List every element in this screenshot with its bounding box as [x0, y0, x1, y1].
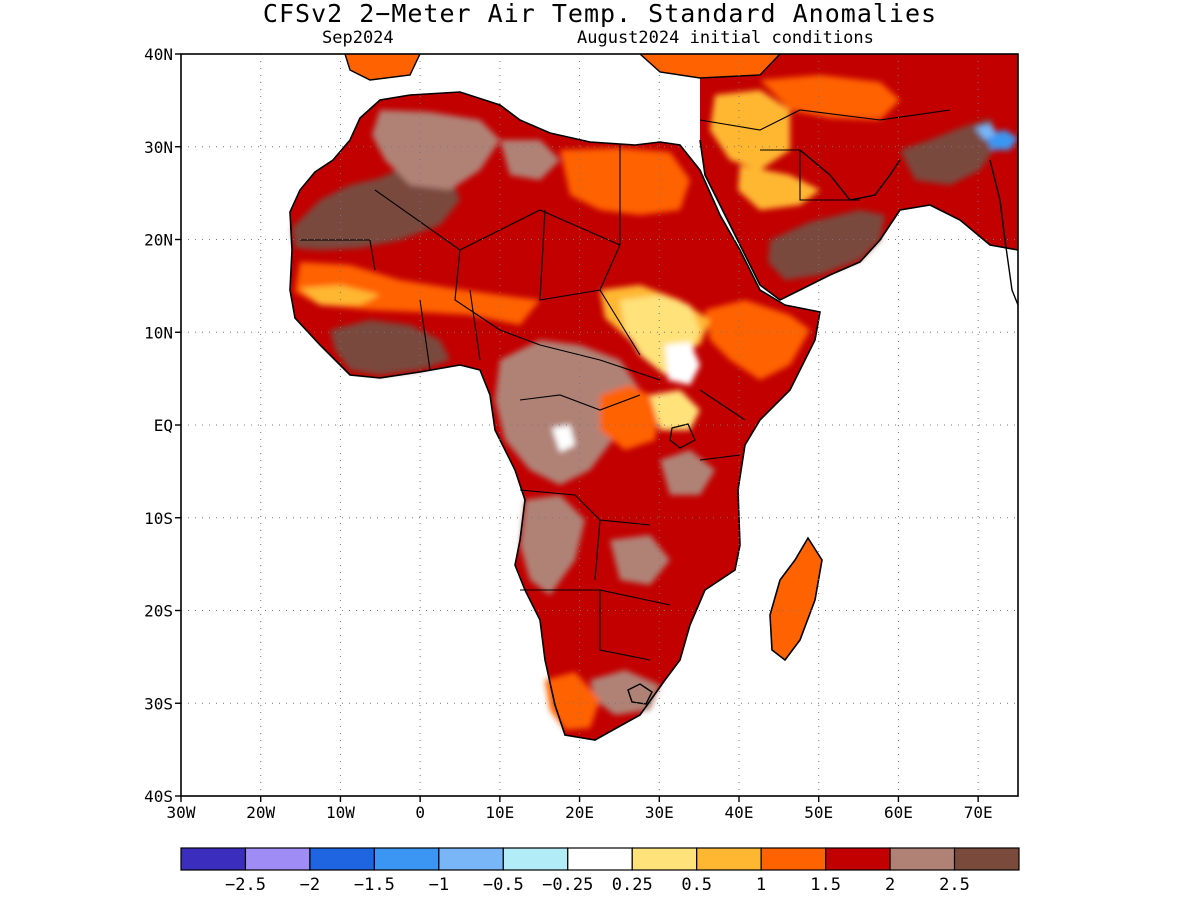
colorbar-label: −0.25	[542, 875, 593, 895]
anomaly-neutral-congo	[552, 425, 575, 452]
colorbar-label: −1.5	[354, 875, 395, 895]
colorbar-label: 1.5	[810, 875, 841, 895]
colorbar-swatch	[373, 847, 440, 871]
lon-tick-label: 20W	[246, 803, 275, 822]
anomaly-0p5-lake-victoria	[650, 390, 700, 430]
longitude-axis: 30W 20W 10W 0 10E 20E 30E 40E 50E 60E 70E	[167, 796, 993, 822]
map-title: CFSv2 2−Meter Air Temp. Standard Anomali…	[262, 0, 938, 28]
lat-tick-label: 10N	[144, 323, 173, 342]
lon-tick-label: 40E	[725, 803, 754, 822]
lon-tick-label: 60E	[884, 803, 913, 822]
lat-tick-label: 20N	[144, 231, 173, 250]
anomaly-2p5-arabia	[768, 210, 885, 280]
colorbar-swatch	[567, 847, 633, 871]
anomaly-1-sahel-west	[300, 285, 380, 305]
anomaly-cool-zagros	[975, 124, 996, 140]
europe-strip	[345, 54, 420, 80]
anomaly-1p5-congo	[600, 385, 660, 450]
persian-gulf-coast	[799, 149, 901, 201]
colorbar-swatch	[825, 847, 891, 871]
anomaly-1p5-persia	[760, 75, 900, 120]
arabia-coastline	[699, 139, 1018, 301]
india-coast	[989, 159, 1018, 306]
latitude-axis: 40N 30N 20N 10N EQ 10S 20S 30S 40S	[144, 45, 181, 806]
anomaly-2-southern-africa	[520, 495, 585, 595]
colorbar-swatch	[760, 847, 827, 871]
anomaly-2-sahara-central	[372, 110, 500, 190]
lon-tick-label: 0	[415, 803, 425, 822]
lat-tick-label: 40N	[144, 45, 173, 64]
anomaly-1p5-sahel	[295, 262, 540, 325]
colorbar-label: 0.5	[681, 875, 712, 895]
anomaly-2-tanzania	[660, 450, 715, 495]
colorbar-swatch	[502, 847, 569, 871]
colorbar-label: 1	[756, 875, 766, 895]
lat-tick-label: 30N	[144, 138, 173, 157]
lat-tick-label: 20S	[144, 602, 173, 621]
lon-tick-label: 30E	[645, 803, 674, 822]
anomaly-2-mozambique	[610, 535, 670, 585]
lon-tick-label: 10E	[485, 803, 514, 822]
africa-coastline	[289, 91, 821, 741]
colorbar-label: −2	[300, 875, 320, 895]
lat-tick-label: 10S	[144, 509, 173, 528]
lon-tick-label: 70E	[964, 803, 993, 822]
anomaly-2p5-west-africa	[330, 320, 450, 375]
colorbar-swatch	[180, 847, 247, 871]
lon-tick-label: 20E	[565, 803, 594, 822]
anomaly-1p5-horn	[705, 300, 810, 380]
colorbar-swatch	[438, 847, 504, 871]
colorbar-swatch	[953, 847, 1020, 871]
colorbar-swatch	[309, 847, 375, 871]
colorbar-label: 0.25	[612, 875, 653, 895]
lat-tick-label: 30S	[144, 694, 173, 713]
colorbar-label: 2	[885, 875, 895, 895]
colorbar-label: −2.5	[225, 875, 266, 895]
anomaly-neutral-uganda	[665, 342, 700, 385]
lat-tick-label: 40S	[144, 787, 173, 806]
mediterranean-north-coast	[344, 54, 781, 81]
anomaly-1p5-egypt	[560, 148, 690, 215]
colorbar-swatch	[696, 847, 762, 871]
initial-conditions: August2024 initial conditions	[577, 28, 874, 48]
colorbar-swatch	[631, 847, 698, 871]
colorbar-label: −1	[429, 875, 449, 895]
turkey-strip	[640, 54, 780, 78]
colorbar-label: −0.5	[483, 875, 524, 895]
colorbar-swatch	[244, 847, 311, 871]
anomaly-2-libya	[500, 140, 560, 180]
anomaly-2p5-iran	[900, 118, 1000, 185]
lon-tick-label: 50E	[804, 803, 833, 822]
colorbar-label: 2.5	[939, 875, 970, 895]
lat-lon-grid	[181, 54, 1018, 796]
lat-tick-label: EQ	[154, 416, 173, 435]
lesotho-outline	[627, 683, 653, 705]
lon-tick-label: 30W	[167, 803, 196, 822]
colorbar-legend: −2.5 −2 −1.5 −1 −0.5 −0.25 0.25 0.5 1 1.5 2 2.5	[180, 847, 1020, 895]
lon-tick-label: 10W	[326, 803, 355, 822]
madagascar-landmass	[770, 538, 822, 660]
anomaly-2-central-africa	[495, 340, 640, 485]
forecast-month: Sep2024	[322, 28, 394, 48]
colorbar-swatch	[889, 847, 956, 871]
